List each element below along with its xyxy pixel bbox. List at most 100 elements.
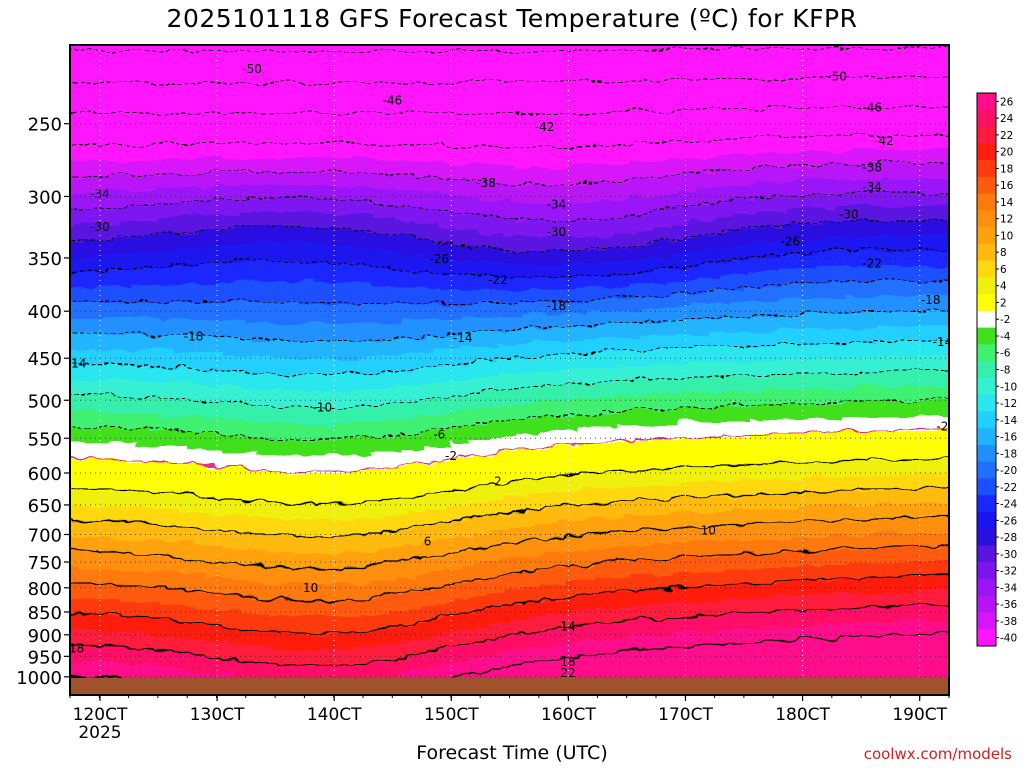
colorbar-swatch — [977, 478, 996, 496]
x-tick-label: 170CT — [658, 705, 713, 725]
colorbar-tick-label: -10 — [1000, 381, 1017, 393]
colorbar-tick-label: 8 — [1000, 247, 1007, 259]
colorbar-tick-label: -20 — [1000, 465, 1017, 477]
colorbar-tick-label: -18 — [1000, 448, 1017, 460]
colorbar-swatch — [977, 327, 996, 345]
colorbar-tick-label: 14 — [1000, 197, 1014, 209]
colorbar-tick-label: 20 — [1000, 147, 1013, 159]
colorbar-swatch — [977, 377, 996, 396]
colorbar-tick-label: 2 — [1000, 297, 1007, 309]
colorbar-tick-label: 22 — [1000, 130, 1013, 142]
contour-label: -42 — [874, 134, 894, 148]
contour-label: 18 — [560, 655, 575, 669]
contour-label: 6 — [962, 487, 970, 501]
colorbar-tick-label: -38 — [1000, 616, 1017, 628]
colorbar-swatch — [977, 612, 996, 630]
contour-label: -2 — [936, 419, 948, 433]
colorbar: 26 24 22 20 18 16 14 12 10 8 6 4 2 -2 -4 -6 -8 -10 -12 -14 -… — [976, 92, 1017, 647]
contour-label: -26 — [429, 252, 449, 266]
colorbar-tick-label: -8 — [1000, 365, 1010, 377]
colorbar-swatch — [977, 595, 996, 613]
colorbar-swatch — [977, 511, 996, 530]
y-tick-label: 450 — [28, 349, 62, 370]
colorbar-tick-label: -34 — [1000, 582, 1017, 594]
contour-label: -34 — [546, 197, 566, 211]
colorbar-swatch — [977, 411, 996, 429]
contour-label: -46 — [862, 100, 882, 114]
colorbar-tick-label: -24 — [1000, 499, 1017, 511]
y-tick-label: 650 — [28, 496, 62, 517]
contour-label: -30 — [546, 225, 566, 239]
colorbar-swatch — [977, 310, 996, 329]
x-axis-label: Forecast Time (UTC) — [416, 742, 608, 764]
contour-label: 22 — [560, 666, 575, 680]
y-tick-label: 1000 — [16, 668, 62, 689]
colorbar-swatch — [977, 578, 996, 597]
x-tick-label: 160CT — [541, 705, 596, 725]
contour-lines — [70, 46, 949, 695]
contour-label: -14 — [933, 335, 953, 349]
colorbar-tick-label: -32 — [1000, 566, 1017, 578]
colorbar-tick-label: -30 — [1000, 549, 1017, 561]
contour-labels: -54-50-50-50-46-46-46-42-42-42-42-38-38-… — [57, 62, 970, 680]
contour-label: -46 — [383, 94, 403, 108]
colorbar-swatch — [977, 361, 996, 379]
contour-label: -22 — [862, 257, 882, 271]
colorbar-tick-label: 6 — [1000, 264, 1007, 276]
x-axis: 120CT 130CT 140CT 150CT 160CT 170CT 180CT 190CT… — [69, 695, 950, 743]
colorbar-tick-label: -26 — [1000, 515, 1017, 527]
x-tick-year: 2025 — [78, 723, 121, 743]
y-tick-label: 800 — [28, 579, 62, 600]
contour-label: 6 — [424, 534, 432, 548]
colorbar-tick-label: -36 — [1000, 599, 1017, 611]
contour-label: -18 — [184, 329, 204, 343]
contour-label: -14 — [453, 331, 473, 345]
y-tick-label: 400 — [28, 302, 62, 323]
colorbar-swatch — [977, 176, 996, 194]
colorbar-swatch — [977, 93, 996, 111]
y-tick-label: 950 — [28, 647, 62, 668]
colorbar-tick-label: 16 — [1000, 180, 1014, 192]
credit-link[interactable]: coolwx.com/models — [863, 745, 1012, 763]
x-tick-label: 150CT — [424, 705, 479, 725]
contour-label: 18 — [69, 641, 84, 655]
colorbar-tick-label: -40 — [1000, 633, 1017, 645]
contour-label: -50 — [242, 62, 262, 76]
colorbar-tick-label: -6 — [1000, 348, 1011, 360]
colorbar-swatch — [977, 260, 996, 278]
contour-label: -18 — [546, 299, 566, 313]
contour-label: -30 — [90, 220, 110, 234]
contour-label: 14 — [560, 620, 575, 634]
colorbar-swatch — [977, 277, 996, 295]
contour-label: 14 — [57, 606, 72, 620]
colorbar-swatch — [977, 528, 996, 546]
colorbar-tick-label: 24 — [1000, 113, 1014, 125]
colorbar-tick-label: -12 — [1000, 398, 1017, 410]
x-tick-label: 180CT — [775, 705, 830, 725]
y-tick-label: 500 — [28, 391, 62, 412]
x-tick-label: 120CT — [73, 705, 128, 725]
colorbar-swatch — [977, 545, 996, 563]
contour-label: -14 — [67, 356, 87, 370]
contour-label: -10 — [944, 363, 964, 377]
x-tick-label: 190CT — [892, 705, 947, 725]
y-tick-label: 550 — [28, 429, 62, 450]
contour-label: -26 — [780, 235, 800, 249]
grid-lines — [70, 45, 949, 695]
ground-surface — [70, 678, 949, 695]
colorbar-tick-label: 4 — [1000, 281, 1007, 293]
colorbar-tick-label: -2 — [1000, 314, 1010, 326]
chart-title: 2025101118 GFS Forecast Temperature (ºC)… — [166, 4, 858, 33]
y-tick-label: 350 — [28, 249, 62, 270]
colorbar-swatch — [977, 193, 996, 211]
colorbar-tick-label: 18 — [1000, 163, 1013, 175]
y-tick-label: 250 — [28, 115, 62, 136]
contour-label: -38 — [476, 176, 496, 190]
colorbar-swatch — [977, 444, 996, 463]
colorbar-swatch — [977, 210, 996, 228]
colorbar-swatch — [977, 294, 996, 312]
contour-label: -18 — [921, 293, 941, 307]
colorbar-swatch — [977, 461, 996, 479]
colorbar-tick-label: -28 — [1000, 532, 1017, 544]
